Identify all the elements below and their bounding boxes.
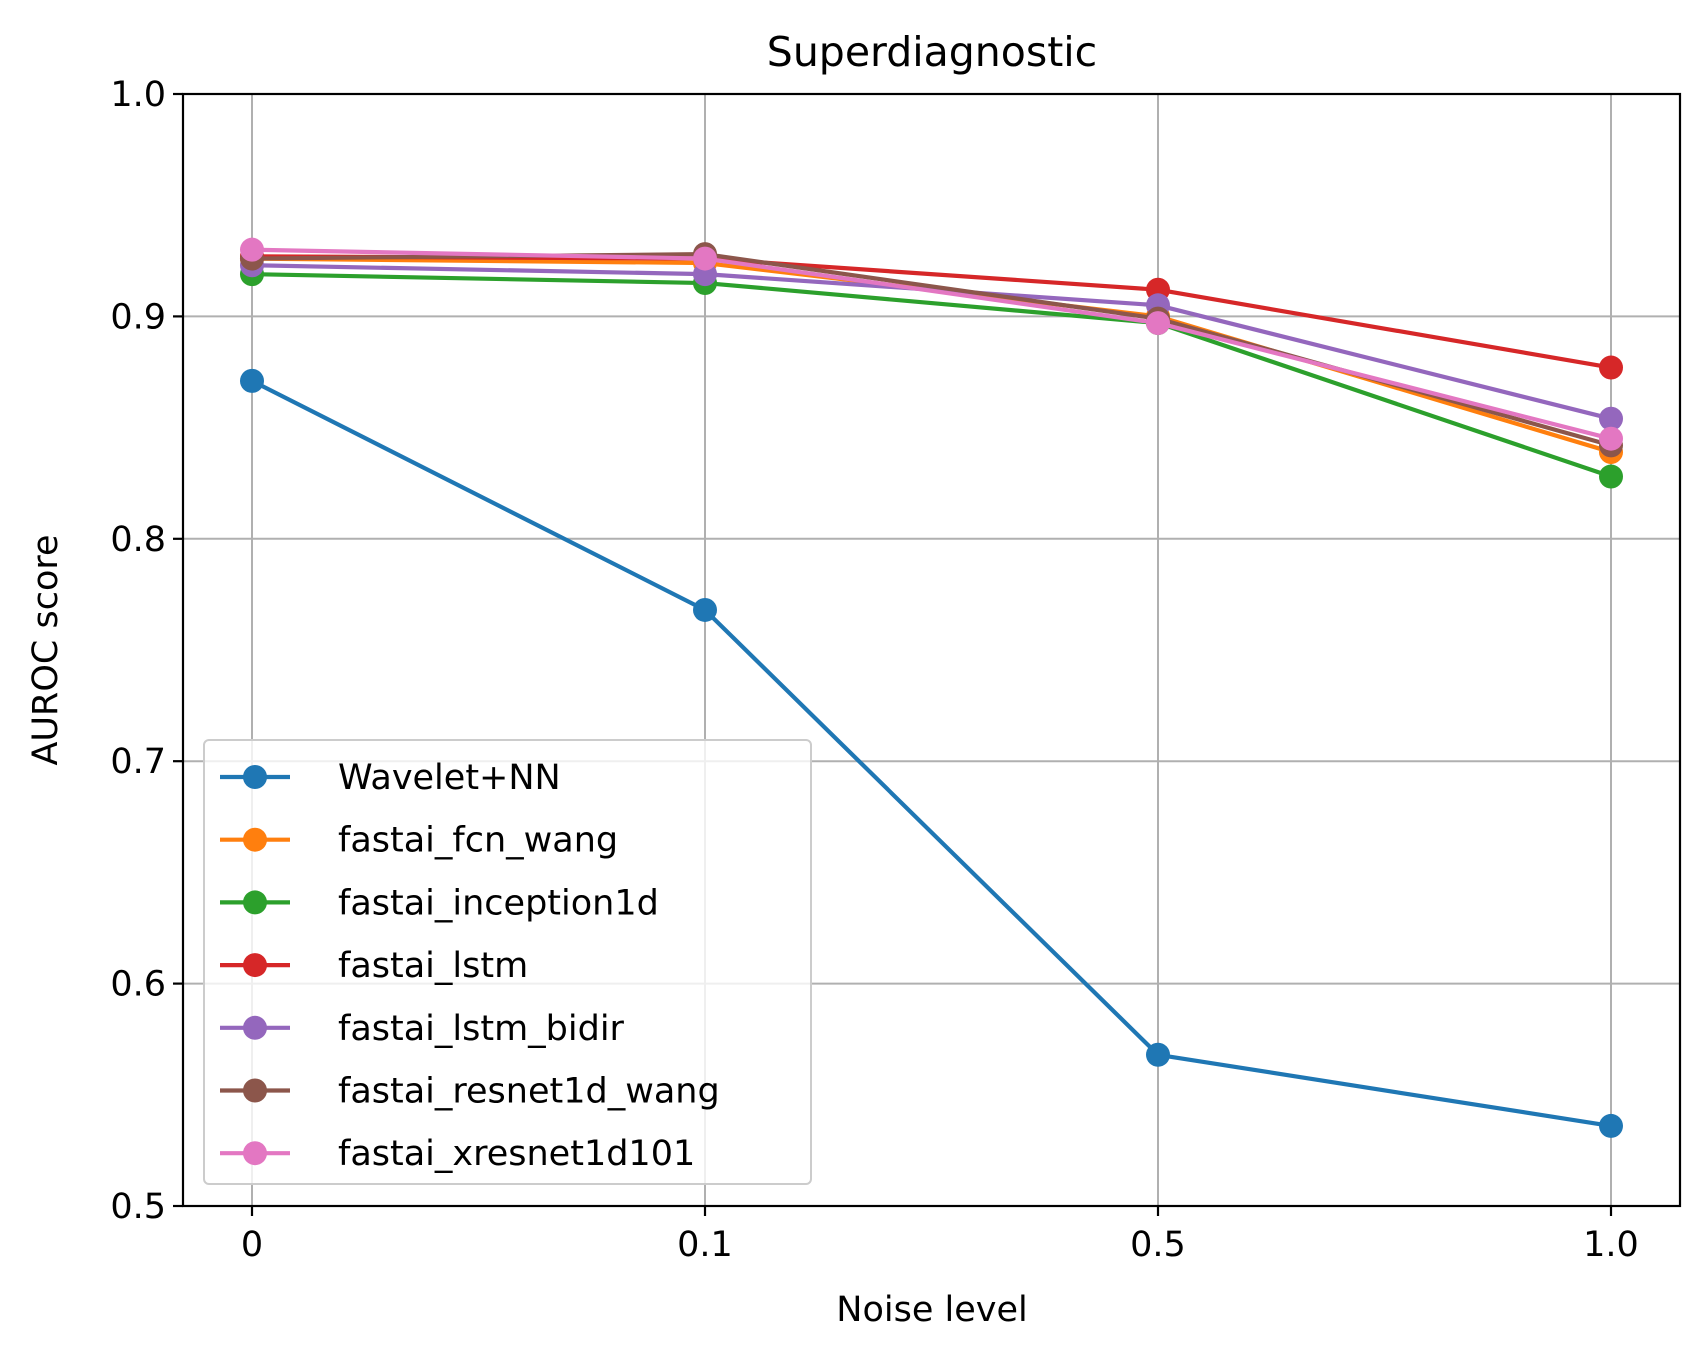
data-point [693,246,717,271]
y-tick-label: 0.5 [110,1187,166,1227]
series-line [251,247,1612,441]
x-tick-label: 0 [241,1225,263,1265]
x-tick-label: 0.1 [677,1225,733,1265]
y-tick-label: 1.0 [110,75,166,115]
legend-label: fastai_xresnet1d101 [338,1134,695,1174]
data-point [1146,311,1170,336]
axis-ticks: 0 0.1 0.5 1.0 0.5 0.6 0.7 0.8 0.9 1.0 [110,75,1639,1265]
series-fastai_xresnet1d101 [240,237,1623,451]
legend: Wavelet+NN fastai_fcn_wang fastai_inceptio… [203,739,812,1185]
x-tick-label: 1.0 [1583,1225,1639,1265]
y-tick-label: 0.6 [110,965,166,1005]
y-tick-label: 0.8 [110,520,166,560]
series-line [251,379,1612,1129]
legend-label: fastai_resnet1d_wang [338,1072,720,1112]
plot-frame [181,92,1682,1208]
data-point [1599,426,1623,451]
legend-label: Wavelet+NN [338,758,561,798]
legend-label: fastai_inception1d [338,883,659,923]
data-point [1599,464,1623,489]
data-point [1599,1113,1623,1138]
legend-marker [243,1078,267,1103]
y-axis-label: AUROC score [26,534,66,765]
data-point [1146,1042,1170,1067]
series-Wavelet+NN [240,368,1623,1138]
data-point [1599,355,1623,380]
legend-box [203,739,812,1185]
y-tick-label: 0.9 [110,297,166,337]
data-point [240,368,264,393]
series-line [251,272,1612,479]
legend-marker [243,1015,267,1040]
legend-marker [243,1141,267,1166]
legend-label: fastai_lstm_bidir [338,1009,625,1049]
legend-marker [243,953,267,978]
series-layer [240,237,1623,1138]
data-point [240,237,264,262]
x-axis-label: Noise level [836,1290,1027,1330]
legend-label: fastai_lstm [338,946,528,986]
y-tick-label: 0.7 [110,742,166,782]
x-tick-label: 0.5 [1130,1225,1186,1265]
data-point [1599,406,1623,431]
legend-label: fastai_fcn_wang [338,821,618,861]
legend-marker [243,765,267,789]
legend-marker [243,890,267,915]
legend-marker [243,827,267,852]
chart-title: Superdiagnostic [767,28,1097,76]
data-point [693,597,717,622]
